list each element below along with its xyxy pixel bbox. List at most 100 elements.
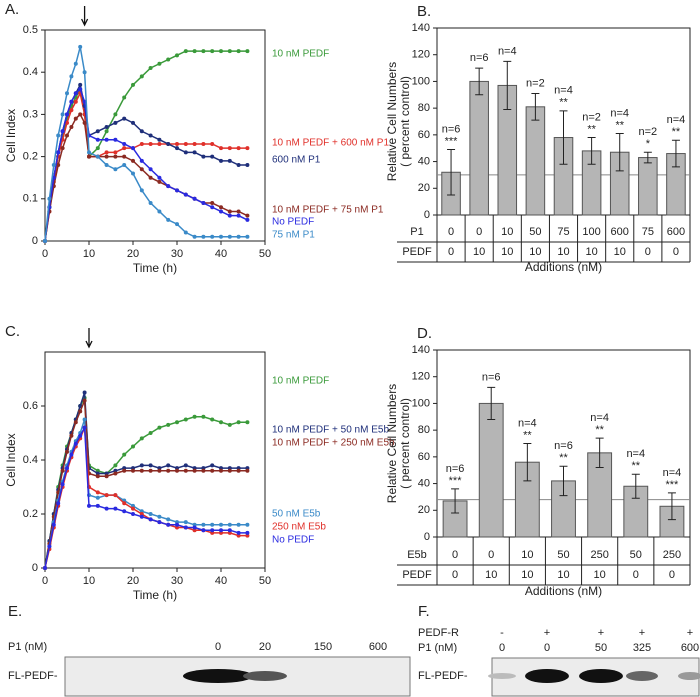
data-point — [131, 82, 135, 87]
blot-membrane — [64, 656, 411, 697]
series-line — [44, 427, 248, 569]
y-tick-label: 0.1 — [23, 193, 38, 205]
data-point — [131, 444, 135, 449]
table-cell: 600 — [667, 226, 685, 238]
data-point — [227, 213, 232, 218]
data-point — [210, 205, 215, 210]
data-point — [73, 91, 78, 96]
data-point — [78, 433, 83, 438]
legend-label: No PEDF — [272, 217, 314, 228]
data-point — [43, 239, 47, 243]
y-tick-label: 40 — [418, 155, 430, 167]
data-point — [166, 57, 171, 62]
data-point — [201, 468, 206, 473]
bar — [469, 80, 489, 216]
y-tick-label: 0.4 — [23, 454, 38, 466]
y-tick-label: 20 — [418, 182, 430, 194]
x-tick-label: 30 — [171, 575, 183, 587]
data-point — [236, 530, 241, 535]
data-point — [192, 468, 197, 473]
y-tick-label: 0 — [424, 209, 430, 221]
error-bar — [451, 488, 460, 514]
n-label: n=6 — [482, 371, 501, 383]
x-tick-label: 50 — [259, 248, 271, 260]
data-point — [236, 420, 241, 425]
arrow — [81, 6, 89, 27]
table-cell: 75 — [557, 226, 569, 238]
table-cell: 0 — [476, 226, 482, 238]
data-point — [236, 213, 241, 218]
table-cell: 250 — [663, 549, 681, 561]
error-bar — [595, 437, 604, 469]
data-point — [245, 522, 250, 527]
blot-lane-label: 0 — [544, 642, 550, 654]
data-point — [166, 422, 171, 427]
y-tick-label: 0.4 — [23, 66, 38, 78]
data-point — [183, 520, 188, 525]
n-label: n=4 — [610, 107, 629, 119]
data-point — [245, 468, 250, 473]
data-point — [82, 120, 87, 125]
data-point — [69, 108, 74, 113]
data-point — [192, 141, 197, 146]
data-point — [227, 158, 232, 163]
table-cell: 0 — [448, 226, 454, 238]
data-point — [113, 150, 118, 155]
data-point — [166, 141, 171, 146]
x-tick-label: 50 — [259, 575, 271, 587]
data-point — [210, 141, 215, 146]
data-point — [210, 201, 215, 206]
data-point — [245, 420, 250, 425]
x-tick-label: 0 — [42, 248, 48, 260]
data-point — [95, 146, 100, 151]
blot-band — [488, 673, 516, 679]
data-point — [236, 468, 241, 473]
data-point — [73, 441, 78, 446]
x-tick-label: 20 — [127, 575, 139, 587]
data-point — [219, 49, 223, 54]
data-point — [227, 49, 232, 54]
data-point — [192, 414, 197, 419]
table-cell: 0 — [669, 569, 675, 581]
table-row-name: PEDF — [402, 246, 432, 258]
table-cell: 600 — [611, 226, 629, 238]
data-point — [183, 525, 188, 530]
y-tick-label: 0.5 — [23, 24, 38, 36]
data-point — [201, 522, 206, 527]
data-point — [87, 150, 91, 155]
y-tick-label: 100 — [412, 75, 430, 87]
data-point — [60, 129, 65, 134]
data-point — [175, 188, 179, 193]
significance-label: ** — [632, 460, 641, 472]
series-line — [44, 91, 248, 242]
data-point — [122, 501, 127, 506]
data-point — [219, 528, 223, 533]
significance-label: *** — [666, 479, 680, 491]
data-point — [73, 116, 78, 121]
data-point — [157, 520, 162, 525]
data-point — [95, 495, 100, 500]
blot-band — [579, 669, 623, 683]
data-point — [60, 112, 65, 117]
data-point — [245, 49, 250, 54]
table-cell: 10 — [557, 246, 569, 258]
data-point — [104, 474, 109, 479]
data-point — [175, 420, 179, 425]
data-point — [104, 506, 109, 511]
error-bar — [559, 465, 568, 497]
data-point — [113, 112, 118, 117]
y-axis-label: Cell Index — [4, 433, 18, 486]
significance-label: * — [646, 138, 651, 150]
data-point — [51, 163, 56, 168]
data-point — [113, 493, 118, 498]
panel-label: D. — [417, 325, 432, 342]
blot-band — [678, 672, 700, 680]
y-tick-label: 100 — [412, 397, 430, 409]
data-point — [82, 390, 87, 395]
y-tick-label: 60 — [418, 451, 430, 463]
n-label: n=4 — [498, 45, 517, 57]
data-point — [139, 463, 144, 468]
data-point — [227, 528, 232, 533]
data-point — [148, 133, 153, 138]
error-bar — [643, 151, 652, 164]
